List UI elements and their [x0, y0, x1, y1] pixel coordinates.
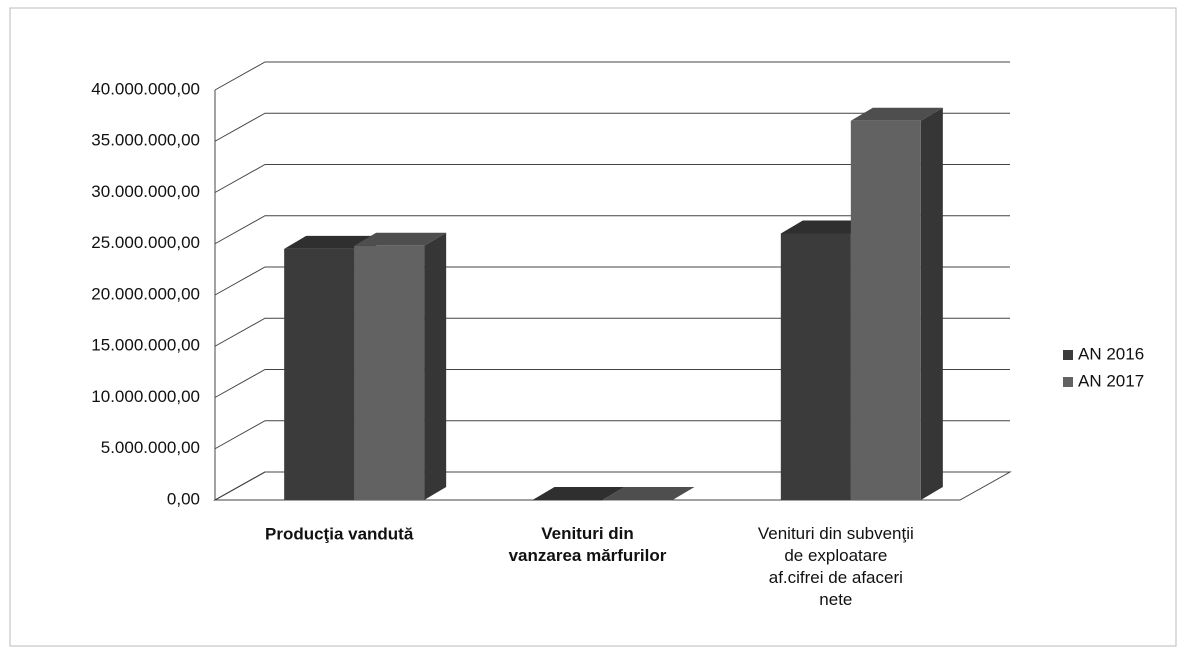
grid-line [214, 266, 1010, 296]
bar [532, 500, 603, 501]
bar-side [920, 107, 943, 500]
bar [780, 233, 851, 500]
bar-top [532, 487, 625, 500]
grid-line [214, 112, 1010, 142]
y-tick-label: 0,00 [167, 489, 200, 508]
y-tick-label: 20.000.000,00 [91, 284, 200, 303]
chart-frame [9, 7, 1177, 647]
grid-line [214, 420, 1010, 450]
bar-top [354, 232, 447, 246]
bar [850, 120, 921, 500]
y-tick-label: 5.000.000,00 [101, 438, 200, 457]
grid-line [214, 471, 1010, 501]
bar-top [602, 487, 695, 500]
x-tick-label: Producţia vandută [265, 524, 414, 543]
y-tick-label: 40.000.000,00 [91, 79, 200, 98]
y-tick-label: 35.000.000,00 [91, 131, 200, 150]
y-tick-label: 25.000.000,00 [91, 233, 200, 252]
legend-label: AN 2017 [1078, 371, 1144, 390]
bar [602, 500, 673, 501]
bar-side [424, 232, 447, 501]
legend-label: AN 2016 [1078, 344, 1144, 363]
y-tick-label: 30.000.000,00 [91, 182, 200, 201]
legend-swatch [1063, 350, 1073, 360]
grid-line [214, 317, 1010, 347]
y-tick-label: 10.000.000,00 [91, 387, 200, 406]
grid-line [214, 215, 1010, 245]
bar-top [780, 220, 873, 234]
bar-top [850, 107, 943, 121]
grid-line [214, 61, 1010, 91]
grid-line [214, 369, 1010, 398]
bar [284, 248, 355, 500]
bar [354, 245, 425, 500]
y-tick-label: 15.000.000,00 [91, 336, 200, 355]
x-tick-label: Venituri din subvenţii de exploatare af.ci… [758, 524, 914, 609]
legend-swatch [1063, 377, 1073, 387]
bar-top [284, 235, 377, 249]
x-tick-label: Venituri din vanzarea mărfurilor [509, 524, 667, 565]
grid-line [214, 164, 1010, 193]
